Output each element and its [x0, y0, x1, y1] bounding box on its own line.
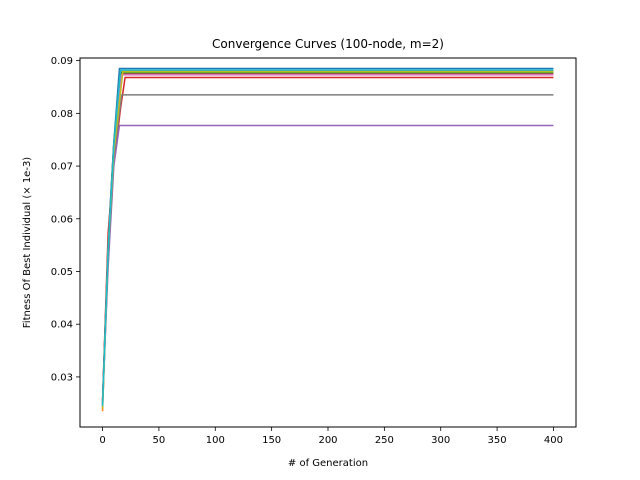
x-axis: 0 50 100 150 200 250 300 350 400: [99, 427, 563, 446]
y-tick-label: 0.04: [51, 320, 73, 331]
x-tick-label: 150: [262, 435, 281, 446]
chart-title: Convergence Curves (100-node, m=2): [212, 37, 444, 51]
y-tick-label: 0.07: [51, 162, 73, 173]
y-tick-label: 0.09: [51, 56, 73, 67]
y-tick-label: 0.06: [51, 214, 73, 225]
y-tick-label: 0.08: [51, 109, 73, 120]
x-tick-label: 0: [99, 435, 105, 446]
series-line-10: [101, 69, 554, 406]
x-tick-label: 50: [153, 435, 166, 446]
y-tick-label: 0.03: [51, 372, 73, 383]
x-axis-label: # of Generation: [288, 458, 368, 469]
x-tick-label: 350: [488, 435, 507, 446]
x-tick-label: 250: [375, 435, 394, 446]
y-tick-label: 0.05: [51, 267, 73, 278]
y-axis: 0.03 0.04 0.05 0.06 0.07 0.08 0.09: [51, 56, 80, 383]
series-layer: [101, 67, 554, 412]
y-axis-label: Fitness Of Best Individual (× 1e-3): [22, 157, 33, 329]
x-tick-label: 200: [318, 435, 337, 446]
x-tick-label: 100: [206, 435, 225, 446]
x-tick-label: 300: [431, 435, 450, 446]
x-tick-label: 400: [544, 435, 563, 446]
